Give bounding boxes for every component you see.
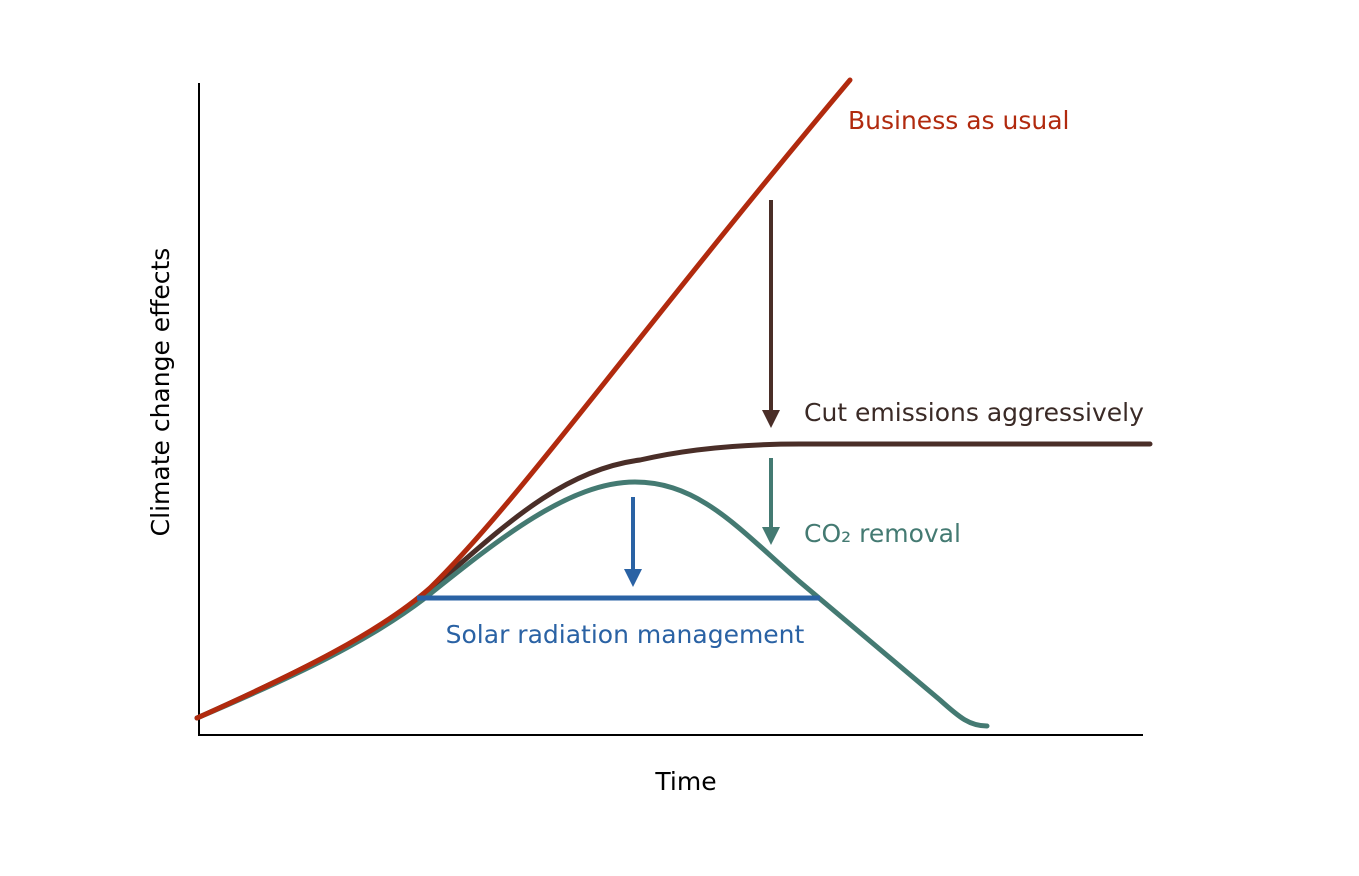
cut-emissions-curve (194, 441, 1153, 721)
co2-removal-curve (194, 479, 990, 729)
y-axis-label: Climate change effects (146, 248, 175, 537)
arrow-head (762, 527, 780, 545)
arrow-head (762, 410, 780, 428)
x-axis-label: Time (654, 767, 716, 796)
curve-label: Solar radiation management (446, 620, 805, 649)
curve-label: CO₂ removal (804, 519, 961, 548)
business-as-usual-curve (194, 77, 853, 721)
arrow-head (624, 569, 642, 587)
curve-label: Business as usual (848, 106, 1069, 135)
curve-label: Cut emissions aggressively (804, 398, 1144, 427)
